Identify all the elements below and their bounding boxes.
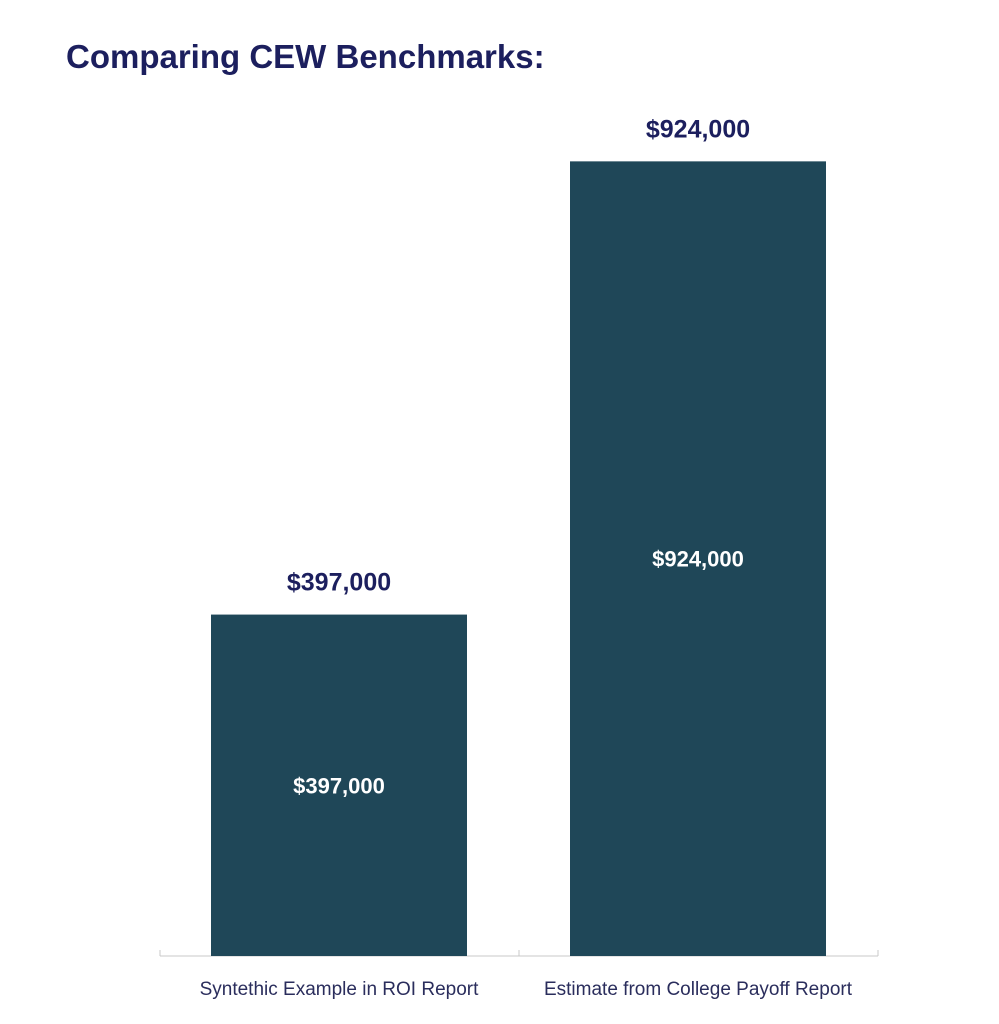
bar-1 — [211, 614, 467, 956]
bar-2 — [570, 161, 826, 957]
category-label-1: Syntethic Example in ROI Report — [200, 979, 480, 1000]
bar-2-value-label-inside: $924,000 — [652, 547, 744, 572]
chart-title: Comparing CEW Benchmarks: — [66, 38, 545, 75]
category-label-2: Estimate from College Payoff Report — [544, 979, 853, 1000]
bar-1-value-label-above: $397,000 — [287, 569, 391, 597]
bar-1-value-label-inside: $397,000 — [293, 773, 385, 798]
bars-group: $397,000 $397,000 Syntethic Example in ROI… — [200, 115, 853, 1000]
bar-2-value-label-above: $924,000 — [646, 115, 750, 143]
